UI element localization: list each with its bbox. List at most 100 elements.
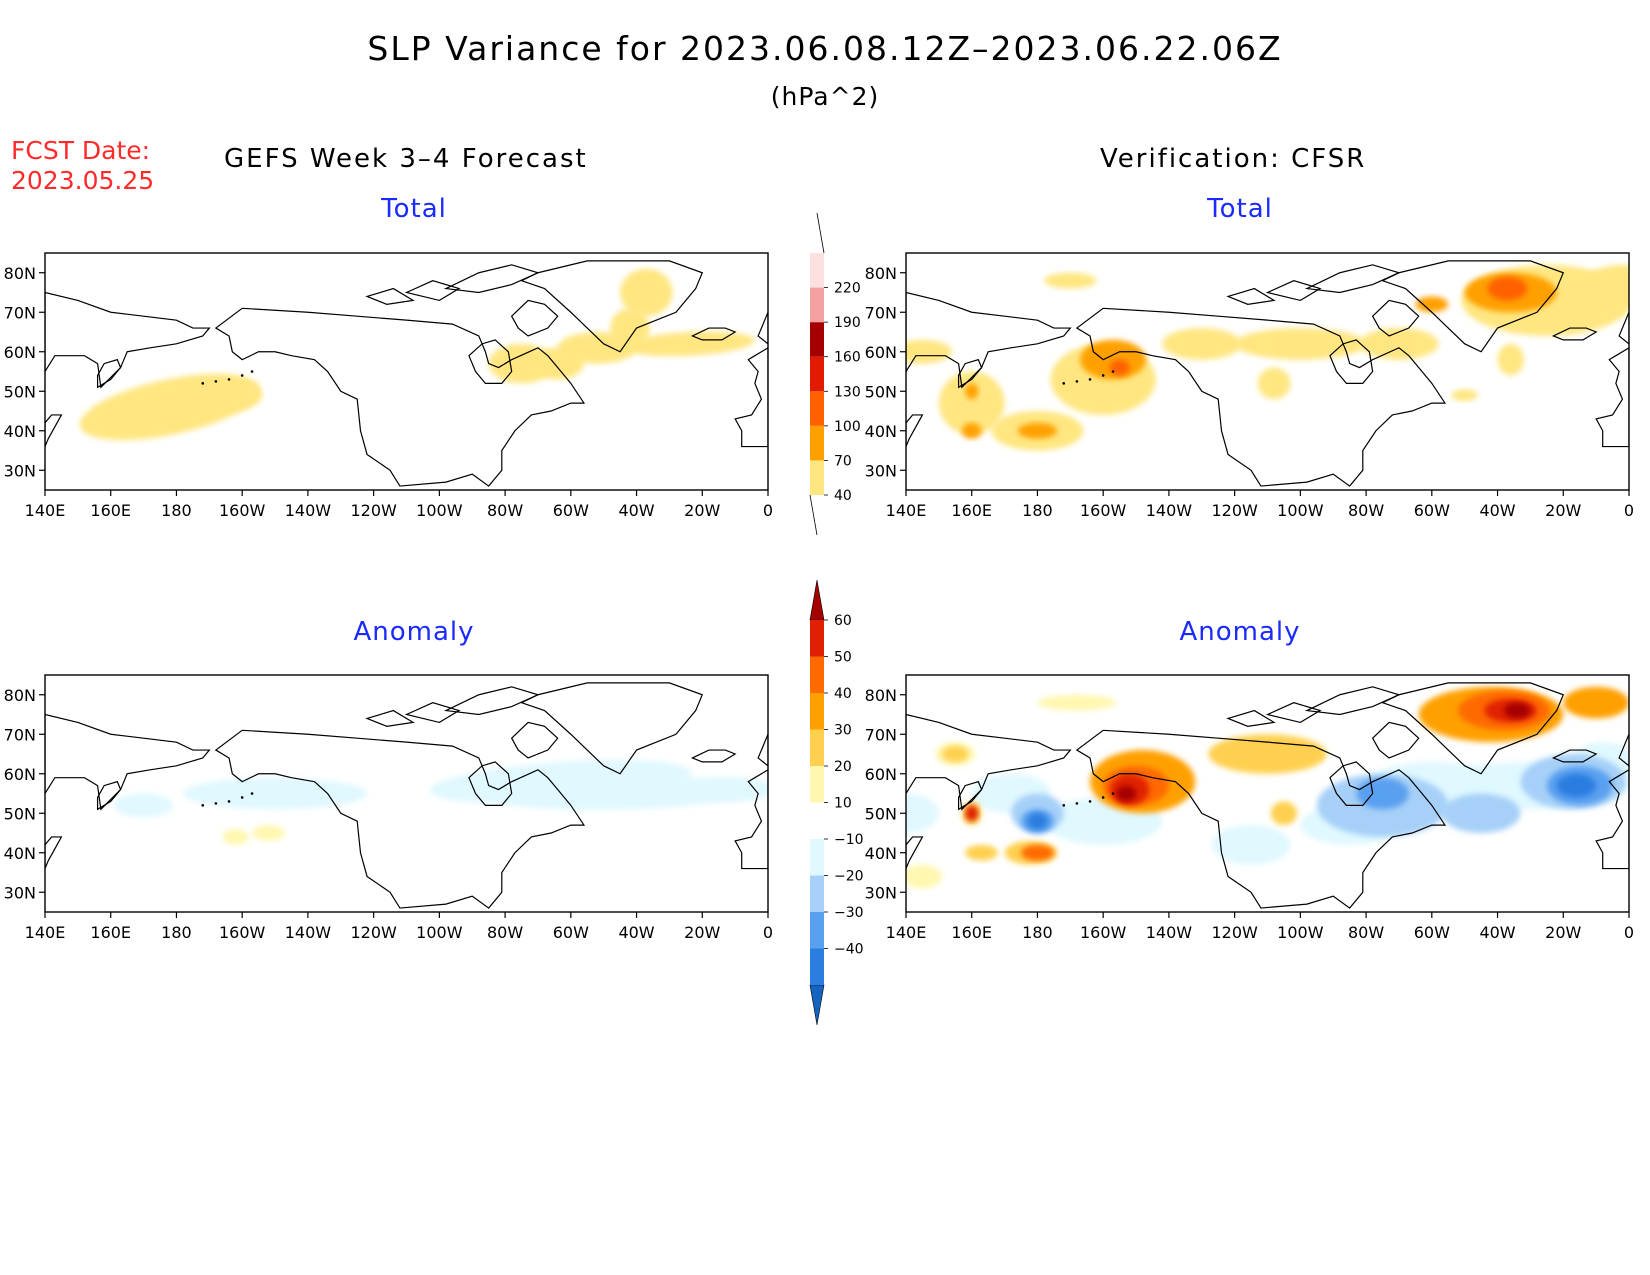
lon-tick-label: 0: [1624, 923, 1634, 942]
lat-tick-label: 50N: [865, 804, 897, 823]
coastline-hudson-bay: [1329, 761, 1374, 806]
contour-region: [1451, 389, 1478, 402]
coastline-iceland: [690, 749, 737, 763]
lat-tick-label: 40N: [4, 844, 36, 863]
contour-region: [1556, 773, 1597, 798]
contour-region: [1356, 777, 1409, 810]
lon-tick-label: 140W: [1146, 923, 1193, 942]
contour-region: [1021, 844, 1054, 861]
lon-tick-label: 40W: [618, 923, 654, 942]
contour-region: [961, 422, 982, 439]
lat-tick-label: 30N: [865, 461, 897, 480]
lon-tick-label: 80W: [1348, 501, 1384, 520]
lat-tick-label: 50N: [4, 382, 36, 401]
lon-tick-label: 0: [763, 501, 773, 520]
contour-region: [1257, 367, 1291, 400]
colorbar-swatch: [810, 287, 824, 323]
contour-region: [965, 844, 999, 861]
colorbar-swatch: [810, 802, 824, 839]
panel-title-top-left: Total: [381, 194, 447, 224]
island-mark: [214, 802, 218, 805]
contour-region: [620, 268, 673, 317]
coastline-baffin: [1371, 721, 1420, 759]
lat-tick-label: 70N: [865, 303, 897, 322]
lon-tick-label: 40W: [1479, 501, 1515, 520]
coastline-hudson-bay: [468, 761, 513, 806]
contour-region: [183, 777, 368, 810]
island-mark: [240, 796, 244, 799]
contour-region: [1037, 694, 1117, 711]
contour-region: [1208, 734, 1327, 774]
coastline-asia-east: [45, 291, 211, 389]
colorbar-label: −30: [834, 905, 864, 921]
coastline-scandinavia: [757, 312, 768, 345]
contour-region: [965, 383, 979, 400]
colorbar-swatch: [810, 391, 824, 426]
island-mark: [1075, 802, 1079, 805]
colorbar-swatch: [810, 766, 824, 803]
lat-tick-label: 70N: [4, 303, 36, 322]
lon-tick-label: 160E: [951, 923, 992, 942]
coastline-greenland: [519, 260, 704, 353]
lon-tick-label: 140W: [285, 923, 332, 942]
lon-tick-label: 160E: [90, 501, 131, 520]
contour-region: [498, 777, 762, 810]
map-frame: [44, 252, 769, 491]
lon-tick-label: 160W: [1080, 501, 1127, 520]
map-frame: [905, 674, 1630, 913]
colorbar-cap: [809, 494, 818, 536]
colorbar-label: −10: [834, 832, 864, 848]
contour-region: [906, 339, 953, 364]
colorbar-swatch: [810, 875, 824, 912]
lon-tick-label: 120W: [1211, 923, 1258, 942]
coastline-europe: [734, 769, 768, 870]
lat-tick-label: 40N: [865, 844, 897, 863]
coastline-arctic-isl2: [365, 709, 415, 727]
coastline-iceland: [1551, 327, 1598, 341]
island-mark: [1101, 374, 1105, 377]
lon-tick-label: 140W: [1146, 501, 1193, 520]
lon-tick-label: 140E: [25, 501, 66, 520]
coastline-ellesmere: [443, 264, 540, 294]
coastline-japan: [45, 836, 63, 869]
left-column-title: GEFS Week 3–4 Forecast: [224, 144, 588, 174]
colorbar-swatch: [810, 253, 824, 288]
lon-tick-label: 0: [1624, 501, 1634, 520]
island-mark: [1111, 792, 1115, 795]
coastline-iceland: [1551, 749, 1598, 763]
lat-tick-label: 50N: [865, 382, 897, 401]
colorbar-swatch: [810, 839, 824, 876]
lon-tick-label: 60W: [553, 923, 589, 942]
lat-tick-label: 70N: [4, 725, 36, 744]
colorbar-swatch: [810, 620, 824, 657]
contour-region: [1563, 686, 1629, 719]
panel-title-top-right: Total: [1207, 194, 1273, 224]
lat-tick-label: 30N: [865, 883, 897, 902]
lat-tick-label: 80N: [865, 686, 897, 705]
lat-tick-label: 60N: [865, 343, 897, 362]
colorbar-swatch: [810, 693, 824, 730]
colorbar-label: 30: [834, 723, 852, 739]
lat-tick-label: 60N: [4, 765, 36, 784]
colorbar-swatch: [810, 948, 824, 985]
colorbar-label: 60: [834, 613, 852, 629]
figure-units: (hPa^2): [770, 82, 880, 111]
contour-region: [965, 805, 979, 822]
colorbar-label: 10: [834, 796, 852, 812]
lon-tick-label: 180: [1022, 501, 1053, 520]
coastline-scandinavia: [1618, 312, 1629, 345]
coastline-arctic-isl1: [404, 280, 461, 302]
contour-region: [938, 371, 1005, 435]
panel-title-bottom-left: Anomaly: [353, 617, 475, 647]
lon-tick-label: 20W: [1545, 501, 1581, 520]
coastline-arctic-isl1: [404, 702, 461, 724]
colorbar-swatch: [810, 425, 824, 461]
lon-tick-label: 0: [763, 923, 773, 942]
lon-tick-label: 140E: [886, 923, 927, 942]
lat-tick-label: 40N: [865, 422, 897, 441]
contour-region: [1044, 272, 1097, 289]
lon-tick-label: 20W: [684, 501, 720, 520]
island-mark: [1101, 796, 1105, 799]
coastline-kamchatka: [957, 780, 983, 811]
island-mark: [1088, 800, 1092, 803]
